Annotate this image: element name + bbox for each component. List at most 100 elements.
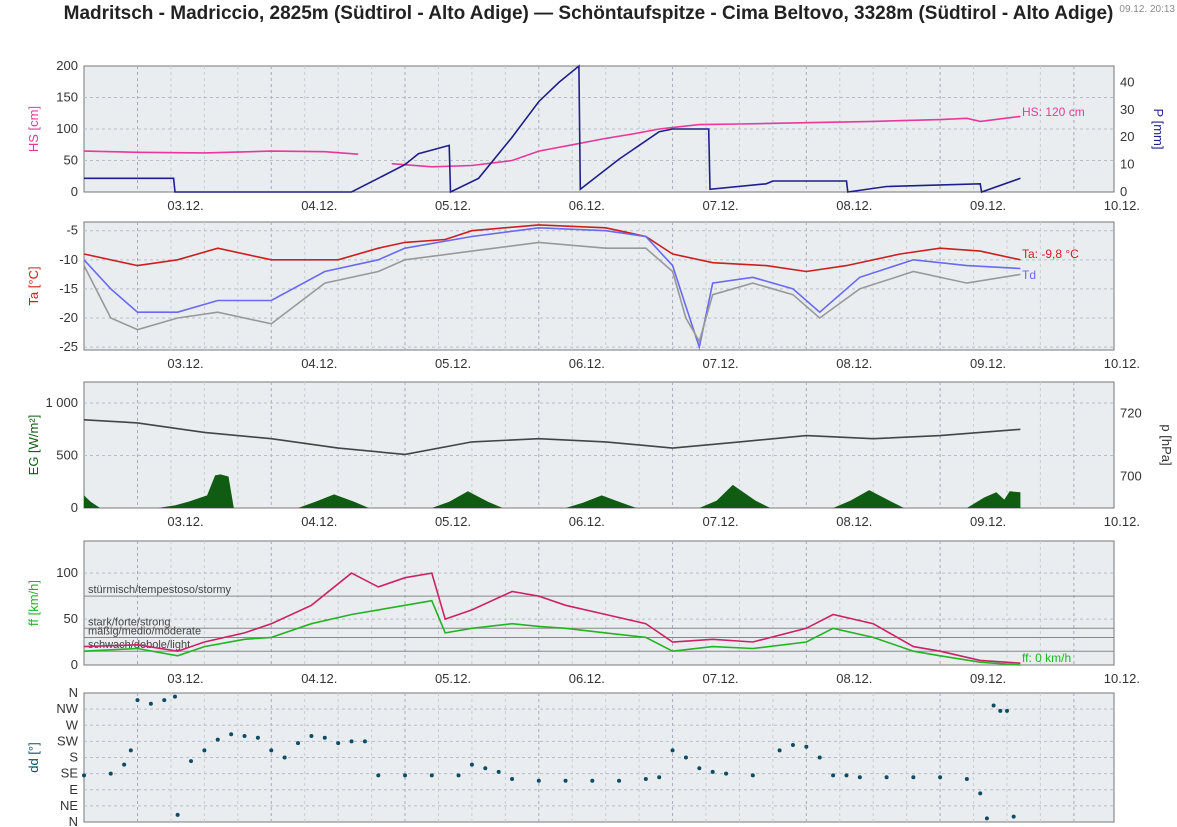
timestamp: 09.12. 20:13: [1119, 4, 1175, 15]
x-tick-label: 03.12.: [167, 198, 203, 213]
x-tick-label: 08.12.: [836, 198, 872, 213]
data-point: [750, 773, 755, 778]
threshold-label: mäßig/medio/moderate: [88, 625, 201, 637]
data-point: [510, 777, 515, 781]
x-tick-label: 06.12.: [569, 514, 605, 529]
x-tick-label: 09.12.: [970, 198, 1006, 213]
x-tick-label: 09.12.: [970, 514, 1006, 529]
data-point: [496, 769, 501, 774]
y-tick-label: S: [69, 750, 78, 765]
ta-value-label: Ta: -9,8 °C: [1022, 247, 1079, 261]
data-point: [884, 775, 889, 780]
x-tick-label: 03.12.: [167, 356, 203, 371]
y-tick-label: SE: [61, 766, 79, 781]
x-tick-label: 06.12.: [569, 198, 605, 213]
x-tick-label: 04.12.: [301, 514, 337, 529]
y-tick-label: E: [69, 782, 78, 797]
data-point: [483, 766, 488, 771]
y-tick-label-right: 30: [1120, 102, 1134, 117]
ff-value-label: ff: 0 km/h: [1022, 651, 1071, 665]
x-tick-label: 07.12.: [702, 514, 738, 529]
y-axis-label: ff [km/h]: [26, 580, 41, 626]
series-line-hs: [83, 115, 1021, 168]
data-point: [643, 777, 648, 781]
data-point: [817, 755, 822, 760]
y-tick-label: 150: [56, 90, 78, 105]
data-point: [362, 739, 367, 744]
data-point: [82, 773, 86, 778]
x-tick-label: 05.12.: [435, 514, 471, 529]
y-tick-label: N: [69, 685, 78, 700]
y-tick-label: 100: [56, 565, 78, 580]
x-tick-label: 10.12.: [1104, 514, 1140, 529]
plot-area: [83, 381, 1115, 509]
data-point: [376, 773, 381, 778]
series-line-dew_grey: [83, 241, 1021, 344]
x-tick-label: 04.12.: [301, 671, 337, 686]
y-axis-label-right: p [hPa]: [1159, 424, 1174, 465]
data-point: [469, 762, 474, 767]
data-point: [122, 762, 127, 767]
data-point: [724, 771, 729, 776]
data-point: [670, 748, 675, 753]
x-tick-label: 07.12.: [702, 671, 738, 686]
threshold-label: stark/forte/strong: [88, 616, 171, 628]
plot-area: [83, 65, 1115, 193]
data-point: [403, 773, 408, 778]
data-point: [697, 766, 702, 771]
y-tick-label: SW: [57, 733, 79, 748]
data-point: [108, 771, 113, 776]
data-point: [844, 773, 849, 778]
data-point: [804, 744, 809, 749]
x-tick-label: 05.12.: [435, 356, 471, 371]
data-point: [282, 755, 287, 760]
panel-3: 0 500 1 000 700 720 EG [W/m²] p [hPa] 03.12. 04.…: [26, 381, 1174, 529]
data-point: [349, 739, 354, 744]
data-point: [911, 775, 916, 780]
data-point: [831, 773, 836, 778]
data-point: [710, 769, 715, 774]
series-line-ta: [83, 224, 1021, 273]
y-axis-label: HS [cm]: [26, 106, 41, 152]
data-point: [857, 775, 862, 780]
data-point: [777, 748, 782, 753]
series-line-gust: [83, 572, 1021, 664]
data-point: [172, 694, 177, 699]
x-tick-label: 05.12.: [435, 198, 471, 213]
y-tick-label: -25: [59, 339, 78, 354]
y-tick-label: 50: [64, 153, 78, 168]
data-point: [657, 775, 662, 780]
data-point: [229, 732, 234, 737]
y-tick-label: 1 000: [45, 395, 78, 410]
panel-4: 0 50 100 ff [km/h] stürmisch/tempestoso/stor…: [26, 540, 1140, 686]
data-point: [336, 741, 341, 746]
chart-title: Madritsch - Madriccio, 2825m (Südtirol -…: [63, 3, 1114, 24]
x-tick-label: 06.12.: [569, 671, 605, 686]
y-tick-label: 50: [64, 611, 78, 626]
series-line-pressure: [83, 419, 1021, 456]
y-tick-label: NE: [60, 798, 78, 813]
data-point: [1004, 708, 1009, 713]
x-tick-label: 04.12.: [301, 356, 337, 371]
x-tick-label: 07.12.: [702, 356, 738, 371]
data-point: [202, 748, 207, 753]
plot-area: [83, 221, 1115, 351]
x-tick-label: 10.12.: [1104, 356, 1140, 371]
data-point: [215, 737, 220, 742]
data-point: [322, 735, 327, 740]
x-tick-label: 08.12.: [836, 356, 872, 371]
data-point: [998, 708, 1003, 713]
y-tick-label: 0: [71, 657, 78, 672]
data-point: [964, 777, 969, 781]
panel-2: -25 -20 -15 -10 -5 Ta [°C] 03.12. 04.12. 05.12. 0…: [26, 221, 1140, 371]
x-tick-label: 09.12.: [970, 671, 1006, 686]
x-tick-label: 04.12.: [301, 198, 337, 213]
y-tick-label-right: 700: [1120, 469, 1142, 484]
x-tick-label: 08.12.: [836, 671, 872, 686]
y-tick-label: -5: [66, 223, 78, 238]
data-point: [563, 778, 568, 783]
x-tick-label: 06.12.: [569, 356, 605, 371]
series-line-precip: [84, 64, 1021, 194]
